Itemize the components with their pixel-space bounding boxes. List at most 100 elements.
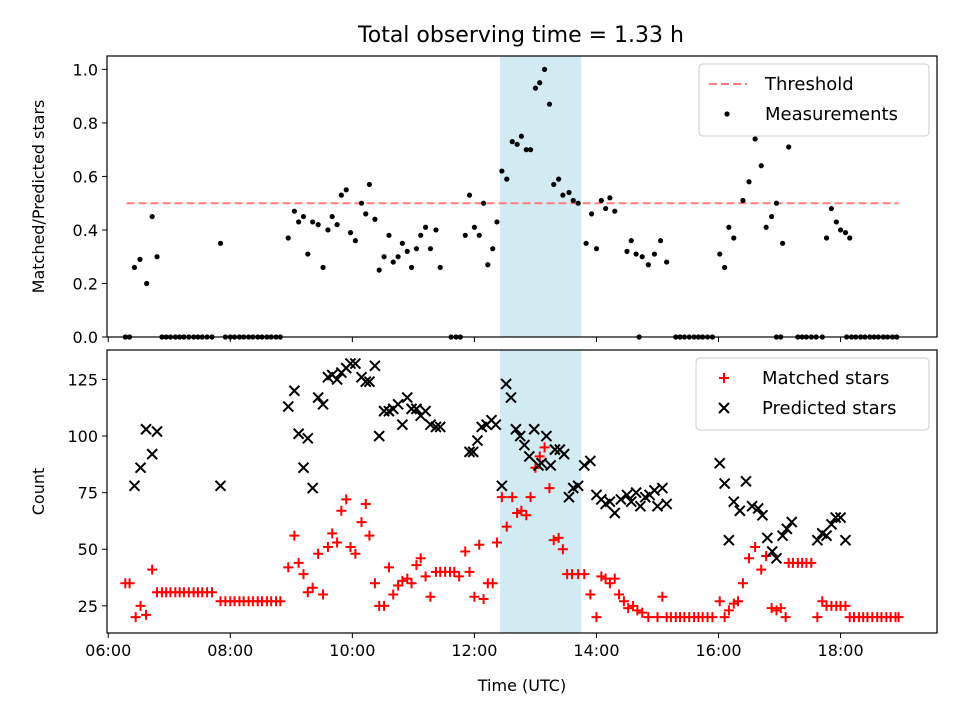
x-tick-label: 14:00	[573, 641, 619, 660]
measurement-point	[296, 219, 302, 225]
matched-star-point	[491, 537, 502, 548]
measurement-point	[404, 248, 410, 254]
measurement-point	[541, 66, 548, 72]
matched-star-point	[336, 505, 347, 516]
predicted-star-point	[766, 545, 778, 558]
predicted-star-point	[396, 419, 409, 431]
matched-star-point	[707, 612, 718, 623]
series-predicted-stars	[128, 357, 852, 564]
legend-label: Measurements	[765, 104, 898, 125]
measurement-point	[628, 238, 634, 244]
measurement-point	[291, 208, 297, 214]
predicted-star-point	[625, 495, 637, 508]
panel-1: 0.0 0.2 0.4 0.6 0.8 1.0 Matched/Predicted star…	[29, 55, 938, 347]
predicted-star-point	[510, 423, 522, 435]
predicted-star-point	[634, 500, 647, 512]
matched-star-point	[406, 578, 417, 589]
matched-star-point	[454, 571, 465, 582]
matched-star-point	[761, 551, 772, 562]
measurement-point	[433, 227, 439, 233]
x-axis-label: Time (UTC)	[477, 676, 566, 695]
predicted-star-point	[609, 507, 621, 519]
matched-star-point	[135, 600, 146, 611]
predicted-star-point	[505, 391, 517, 404]
matched-star-point	[425, 591, 436, 602]
measurement-point	[144, 280, 150, 287]
matched-star-point	[525, 492, 536, 503]
matched-star-point	[579, 569, 590, 580]
predicted-star-point	[401, 391, 413, 404]
measurement-point	[485, 262, 491, 268]
legend-measurement-swatch	[724, 111, 730, 117]
matched-star-point	[364, 530, 375, 541]
y-tick-label: 0.6	[73, 167, 98, 186]
matched-star-point	[356, 517, 367, 528]
predicted-star-point	[528, 423, 540, 435]
measurement-point	[560, 192, 566, 198]
predicted-star-point	[471, 434, 484, 447]
predicted-star-point	[405, 403, 418, 415]
y-tick-label: 100	[67, 427, 98, 446]
measurement-point	[657, 238, 664, 244]
predicted-star-point	[825, 518, 838, 531]
predicted-star-point	[360, 375, 372, 388]
matched-star-point	[415, 553, 426, 564]
matched-star-point	[141, 609, 152, 620]
matched-star-point	[780, 612, 791, 623]
predicted-star-point	[140, 423, 152, 435]
panels: 0.0 0.2 0.4 0.6 0.8 1.0 Matched/Predicted star…	[29, 55, 938, 695]
measurement-point	[131, 264, 138, 271]
predicted-star-point	[549, 443, 561, 456]
matched-star-point	[293, 557, 304, 568]
matched-star-point	[460, 546, 471, 557]
measurement-point	[376, 267, 382, 273]
measurement-point	[462, 232, 468, 238]
measurement-point	[399, 240, 405, 246]
predicted-star-point	[786, 516, 798, 528]
predicted-star-point	[331, 373, 343, 386]
matched-star-point	[840, 600, 851, 611]
matched-star-point	[723, 605, 734, 616]
measurement-point	[583, 240, 589, 246]
y-tick-label: 0.0	[73, 328, 98, 347]
matched-star-point	[449, 566, 460, 577]
measurement-point	[575, 200, 581, 206]
predicted-star-point	[496, 480, 508, 492]
measurement-point	[476, 232, 482, 238]
matched-star-point	[206, 587, 217, 598]
measurement-point	[471, 224, 477, 230]
predicted-star-point	[544, 459, 557, 472]
predicted-star-point	[630, 486, 642, 499]
measurement-point	[566, 189, 572, 196]
predicted-star-point	[378, 405, 390, 417]
y-tick-label: 25	[78, 597, 98, 616]
axes-frame	[106, 349, 938, 634]
measurement-point	[347, 230, 354, 236]
measurement-point	[395, 254, 401, 260]
predicted-star-point	[288, 385, 301, 397]
predicted-star-point	[392, 398, 404, 411]
measurement-point	[422, 224, 429, 230]
measurement-point	[639, 254, 645, 260]
matched-star-point	[544, 483, 555, 494]
measurement-point	[504, 176, 510, 182]
x-tick-label: 18:00	[818, 641, 864, 660]
measurement-point	[546, 101, 553, 107]
predicted-star-point	[781, 523, 793, 535]
measurement-point	[717, 251, 723, 257]
measurement-point	[779, 240, 786, 246]
predicted-star-point	[820, 529, 833, 542]
measurement-point	[726, 224, 732, 230]
measurement-point	[305, 251, 311, 257]
legend-label: Predicted stars	[762, 398, 896, 419]
matched-star-point	[750, 541, 761, 552]
measurement-point	[366, 181, 373, 188]
measurement-point	[427, 246, 434, 252]
x-tick-label: 10:00	[329, 641, 375, 660]
matched-star-point	[557, 544, 568, 555]
legend-box	[698, 63, 930, 137]
measurement-point	[358, 200, 365, 206]
measurement-point	[149, 213, 155, 220]
matched-star-point	[733, 596, 744, 607]
predicted-star-point	[523, 450, 536, 463]
